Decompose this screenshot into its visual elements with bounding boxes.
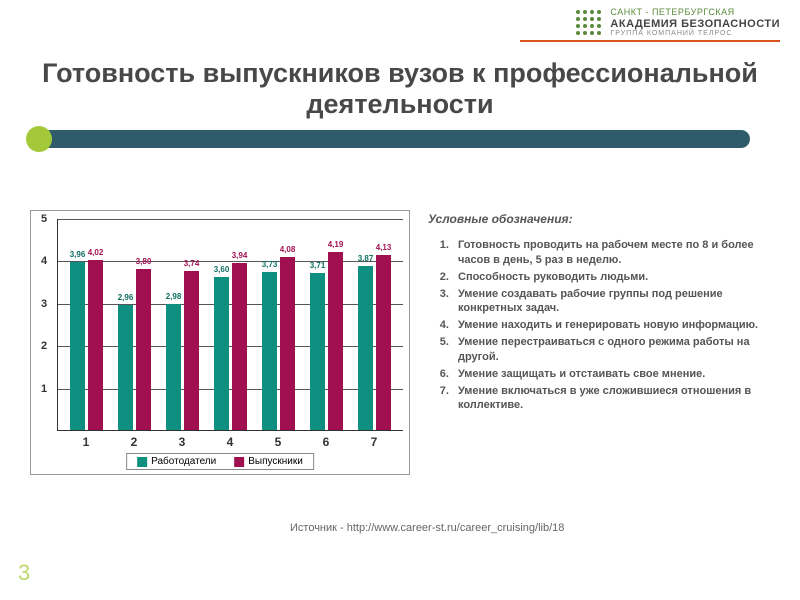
y-tick: 5 <box>41 213 47 225</box>
bar-value-label: 3,80 <box>136 257 152 266</box>
logo-line3: ГРУППА КОМПАНИЙ ТЕЛРОС <box>610 30 780 38</box>
y-tick: 2 <box>41 340 47 352</box>
bar: 3,73 <box>262 272 277 430</box>
x-tick: 2 <box>131 435 138 449</box>
legend-label: Работодатели <box>151 456 216 467</box>
legend-item: Выпускники <box>234 456 303 467</box>
legend-list-item: Умение создавать рабочие группы под реше… <box>452 287 780 317</box>
x-tick: 1 <box>83 435 90 449</box>
legend-title: Условные обозначения: <box>428 212 573 226</box>
chart-legend: Работодатели Выпускники <box>126 453 314 470</box>
gridline <box>58 304 403 305</box>
bar-value-label: 2,98 <box>166 292 182 301</box>
bar: 3,74 <box>184 271 199 430</box>
bar: 3,60 <box>214 277 229 430</box>
bar-value-label: 3,87 <box>358 254 374 263</box>
gridline <box>58 389 403 390</box>
bar-value-label: 3,74 <box>184 259 200 268</box>
bar-value-label: 3,60 <box>214 265 230 274</box>
bar-value-label: 4,13 <box>376 243 392 252</box>
title-block: Готовность выпускников вузов к профессио… <box>0 58 800 120</box>
logo-icon <box>576 10 602 36</box>
legend-list-item: Умение перестраиваться с одного режима р… <box>452 335 780 365</box>
x-tick: 5 <box>275 435 282 449</box>
logo-line2: АКАДЕМИЯ БЕЗОПАСНОСТИ <box>610 18 780 30</box>
legend-list: Готовность проводить на рабочем месте по… <box>428 238 780 415</box>
slide-number: 3 <box>18 560 30 586</box>
bar: 2,98 <box>166 304 181 430</box>
gridline <box>58 261 403 262</box>
x-tick: 3 <box>179 435 186 449</box>
bar: 3,96 <box>70 262 85 430</box>
bar-value-label: 3,71 <box>310 261 326 270</box>
title-bar <box>30 130 750 148</box>
y-tick: 4 <box>41 255 47 267</box>
title-bar-dot <box>26 126 52 152</box>
logo-line1: САНКТ - ПЕТЕРБУРГСКАЯ <box>610 8 780 18</box>
bar: 3,87 <box>358 266 373 430</box>
bar: 2,96 <box>118 305 133 431</box>
logo-text: САНКТ - ПЕТЕРБУРГСКАЯ АКАДЕМИЯ БЕЗОПАСНО… <box>610 8 780 38</box>
bar-value-label: 2,96 <box>118 293 134 302</box>
legend-list-item: Способность руководить людьми. <box>452 270 780 285</box>
bar: 3,94 <box>232 263 247 430</box>
logo: САНКТ - ПЕТЕРБУРГСКАЯ АКАДЕМИЯ БЕЗОПАСНО… <box>576 8 780 38</box>
bar: 3,80 <box>136 269 151 430</box>
bar-value-label: 4,19 <box>328 240 344 249</box>
bar: 4,08 <box>280 257 295 430</box>
gridline <box>58 346 403 347</box>
bar-value-label: 3,96 <box>70 250 86 259</box>
legend-label: Выпускники <box>248 456 303 467</box>
gridline <box>58 219 403 220</box>
legend-list-item: Умение находить и генерировать новую инф… <box>452 318 780 333</box>
y-tick: 1 <box>41 383 47 395</box>
bar: 4,19 <box>328 252 343 430</box>
legend-swatch <box>137 457 147 467</box>
legend-list-item: Готовность проводить на рабочем месте по… <box>452 238 780 268</box>
legend-list-item: Умение включаться в уже сложившиеся отно… <box>452 384 780 414</box>
bar-value-label: 3,94 <box>232 251 248 260</box>
x-tick: 4 <box>227 435 234 449</box>
bar: 4,02 <box>88 260 103 430</box>
source-text: Источник - http://www.career-st.ru/caree… <box>290 522 564 534</box>
logo-underline <box>520 40 780 42</box>
x-tick: 6 <box>323 435 330 449</box>
x-tick: 7 <box>371 435 378 449</box>
plot-area: 3,964,022,963,802,983,743,603,943,734,08… <box>57 219 403 431</box>
bar-value-label: 4,08 <box>280 245 296 254</box>
y-tick: 3 <box>41 298 47 310</box>
legend-swatch <box>234 457 244 467</box>
page-title: Готовность выпускников вузов к профессио… <box>0 58 800 120</box>
bar-value-label: 3,73 <box>262 260 278 269</box>
legend-list-item: Умение защищать и отстаивать свое мнение… <box>452 367 780 382</box>
bar: 4,13 <box>376 255 391 430</box>
bar-value-label: 4,02 <box>88 248 104 257</box>
bar-chart: 3,964,022,963,802,983,743,603,943,734,08… <box>30 210 410 475</box>
legend-item: Работодатели <box>137 456 216 467</box>
bar: 3,71 <box>310 273 325 430</box>
